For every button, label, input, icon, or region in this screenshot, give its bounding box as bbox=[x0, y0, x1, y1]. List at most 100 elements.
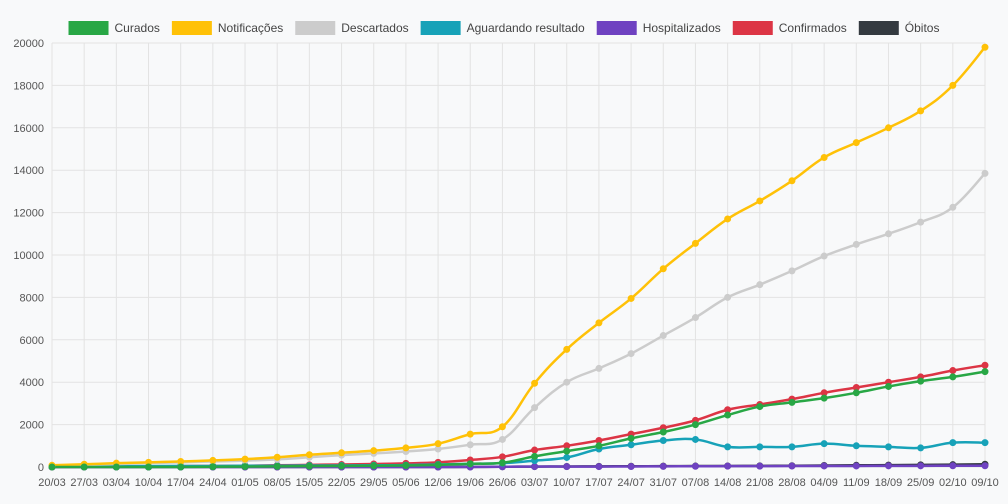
data-point-notificacoes[interactable] bbox=[949, 81, 957, 89]
data-point-aguardando-resultado[interactable] bbox=[563, 453, 571, 461]
data-point-hospitalizados[interactable] bbox=[949, 462, 957, 470]
data-point-notificacoes[interactable] bbox=[917, 107, 925, 115]
data-point-curados[interactable] bbox=[852, 389, 860, 397]
data-point-descartados[interactable] bbox=[563, 378, 571, 386]
data-point-notificacoes[interactable] bbox=[305, 451, 313, 459]
data-point-curados[interactable] bbox=[273, 462, 281, 470]
data-point-descartados[interactable] bbox=[788, 267, 796, 275]
data-point-notificacoes[interactable] bbox=[724, 215, 732, 223]
data-point-curados[interactable] bbox=[563, 447, 571, 455]
data-point-notificacoes[interactable] bbox=[627, 294, 635, 302]
data-point-notificacoes[interactable] bbox=[402, 444, 410, 452]
data-point-notificacoes[interactable] bbox=[273, 453, 281, 461]
legend-item-notificacoes[interactable]: Notificações bbox=[171, 21, 283, 35]
data-point-curados[interactable] bbox=[209, 463, 217, 471]
data-point-notificacoes[interactable] bbox=[241, 455, 249, 463]
data-point-notificacoes[interactable] bbox=[434, 440, 442, 448]
data-point-descartados[interactable] bbox=[498, 435, 506, 443]
data-point-notificacoes[interactable] bbox=[981, 43, 989, 51]
data-point-curados[interactable] bbox=[820, 394, 828, 402]
data-point-notificacoes[interactable] bbox=[820, 153, 828, 161]
data-point-hospitalizados[interactable] bbox=[756, 462, 764, 470]
legend-item-aguardando-resultado[interactable]: Aguardando resultado bbox=[420, 21, 585, 35]
data-point-notificacoes[interactable] bbox=[209, 456, 217, 464]
data-point-curados[interactable] bbox=[305, 462, 313, 470]
data-point-hospitalizados[interactable] bbox=[627, 462, 635, 470]
data-point-notificacoes[interactable] bbox=[756, 197, 764, 205]
data-point-confirmados[interactable] bbox=[949, 367, 957, 375]
legend-item-hospitalizados[interactable]: Hospitalizados bbox=[596, 21, 721, 35]
data-point-descartados[interactable] bbox=[627, 350, 635, 358]
data-point-curados[interactable] bbox=[595, 442, 603, 450]
data-point-curados[interactable] bbox=[370, 462, 378, 470]
data-point-aguardando-resultado[interactable] bbox=[949, 439, 957, 447]
data-point-notificacoes[interactable] bbox=[370, 447, 378, 455]
data-point-curados[interactable] bbox=[241, 463, 249, 471]
data-point-descartados[interactable] bbox=[917, 218, 925, 226]
data-point-curados[interactable] bbox=[884, 382, 892, 390]
data-point-notificacoes[interactable] bbox=[338, 449, 346, 457]
data-point-curados[interactable] bbox=[48, 463, 56, 471]
data-point-curados[interactable] bbox=[338, 462, 346, 470]
data-point-hospitalizados[interactable] bbox=[691, 462, 699, 470]
data-point-notificacoes[interactable] bbox=[788, 177, 796, 185]
data-point-hospitalizados[interactable] bbox=[820, 462, 828, 470]
data-point-confirmados[interactable] bbox=[981, 361, 989, 369]
data-point-hospitalizados[interactable] bbox=[788, 462, 796, 470]
data-point-notificacoes[interactable] bbox=[498, 423, 506, 431]
data-point-notificacoes[interactable] bbox=[691, 239, 699, 247]
legend-item-descartados[interactable]: Descartados bbox=[295, 21, 409, 35]
data-point-descartados[interactable] bbox=[691, 314, 699, 322]
data-point-curados[interactable] bbox=[498, 459, 506, 467]
data-point-confirmados[interactable] bbox=[531, 446, 539, 454]
data-point-descartados[interactable] bbox=[981, 169, 989, 177]
data-point-curados[interactable] bbox=[627, 434, 635, 442]
legend-item-obitos[interactable]: Óbitos bbox=[858, 20, 940, 35]
data-point-curados[interactable] bbox=[659, 428, 667, 436]
data-point-aguardando-resultado[interactable] bbox=[884, 443, 892, 451]
data-point-curados[interactable] bbox=[434, 461, 442, 469]
data-point-notificacoes[interactable] bbox=[659, 265, 667, 273]
data-point-hospitalizados[interactable] bbox=[659, 462, 667, 470]
data-point-hospitalizados[interactable] bbox=[884, 462, 892, 470]
data-point-curados[interactable] bbox=[917, 377, 925, 385]
data-point-descartados[interactable] bbox=[724, 293, 732, 301]
data-point-curados[interactable] bbox=[466, 460, 474, 468]
data-point-descartados[interactable] bbox=[595, 364, 603, 372]
data-point-confirmados[interactable] bbox=[498, 453, 506, 461]
data-point-curados[interactable] bbox=[756, 403, 764, 411]
data-point-aguardando-resultado[interactable] bbox=[852, 442, 860, 450]
data-point-notificacoes[interactable] bbox=[466, 430, 474, 438]
data-point-aguardando-resultado[interactable] bbox=[659, 437, 667, 444]
data-point-notificacoes[interactable] bbox=[563, 345, 571, 353]
data-point-notificacoes[interactable] bbox=[884, 124, 892, 132]
data-point-curados[interactable] bbox=[145, 463, 153, 471]
data-point-curados[interactable] bbox=[177, 463, 185, 471]
data-point-notificacoes[interactable] bbox=[595, 319, 603, 327]
data-point-curados[interactable] bbox=[80, 463, 88, 471]
data-point-descartados[interactable] bbox=[949, 203, 957, 211]
data-point-aguardando-resultado[interactable] bbox=[820, 440, 828, 448]
legend-item-curados[interactable]: Curados bbox=[68, 21, 160, 35]
data-point-aguardando-resultado[interactable] bbox=[724, 443, 732, 451]
data-point-curados[interactable] bbox=[949, 373, 957, 381]
data-point-hospitalizados[interactable] bbox=[917, 462, 925, 470]
data-point-hospitalizados[interactable] bbox=[981, 462, 989, 470]
data-point-curados[interactable] bbox=[981, 368, 989, 376]
data-point-notificacoes[interactable] bbox=[531, 379, 539, 387]
data-point-descartados[interactable] bbox=[756, 281, 764, 289]
data-point-hospitalizados[interactable] bbox=[724, 462, 732, 470]
legend-item-confirmados[interactable]: Confirmados bbox=[732, 21, 847, 35]
data-point-curados[interactable] bbox=[402, 462, 410, 470]
data-point-hospitalizados[interactable] bbox=[595, 463, 603, 471]
data-point-aguardando-resultado[interactable] bbox=[691, 435, 699, 443]
data-point-curados[interactable] bbox=[724, 411, 732, 419]
data-point-curados[interactable] bbox=[691, 421, 699, 429]
data-point-descartados[interactable] bbox=[659, 332, 667, 340]
data-point-aguardando-resultado[interactable] bbox=[756, 443, 764, 451]
data-point-descartados[interactable] bbox=[820, 252, 828, 260]
data-point-descartados[interactable] bbox=[884, 230, 892, 238]
data-point-descartados[interactable] bbox=[852, 240, 860, 248]
data-point-descartados[interactable] bbox=[466, 441, 474, 449]
data-point-curados[interactable] bbox=[531, 452, 539, 460]
